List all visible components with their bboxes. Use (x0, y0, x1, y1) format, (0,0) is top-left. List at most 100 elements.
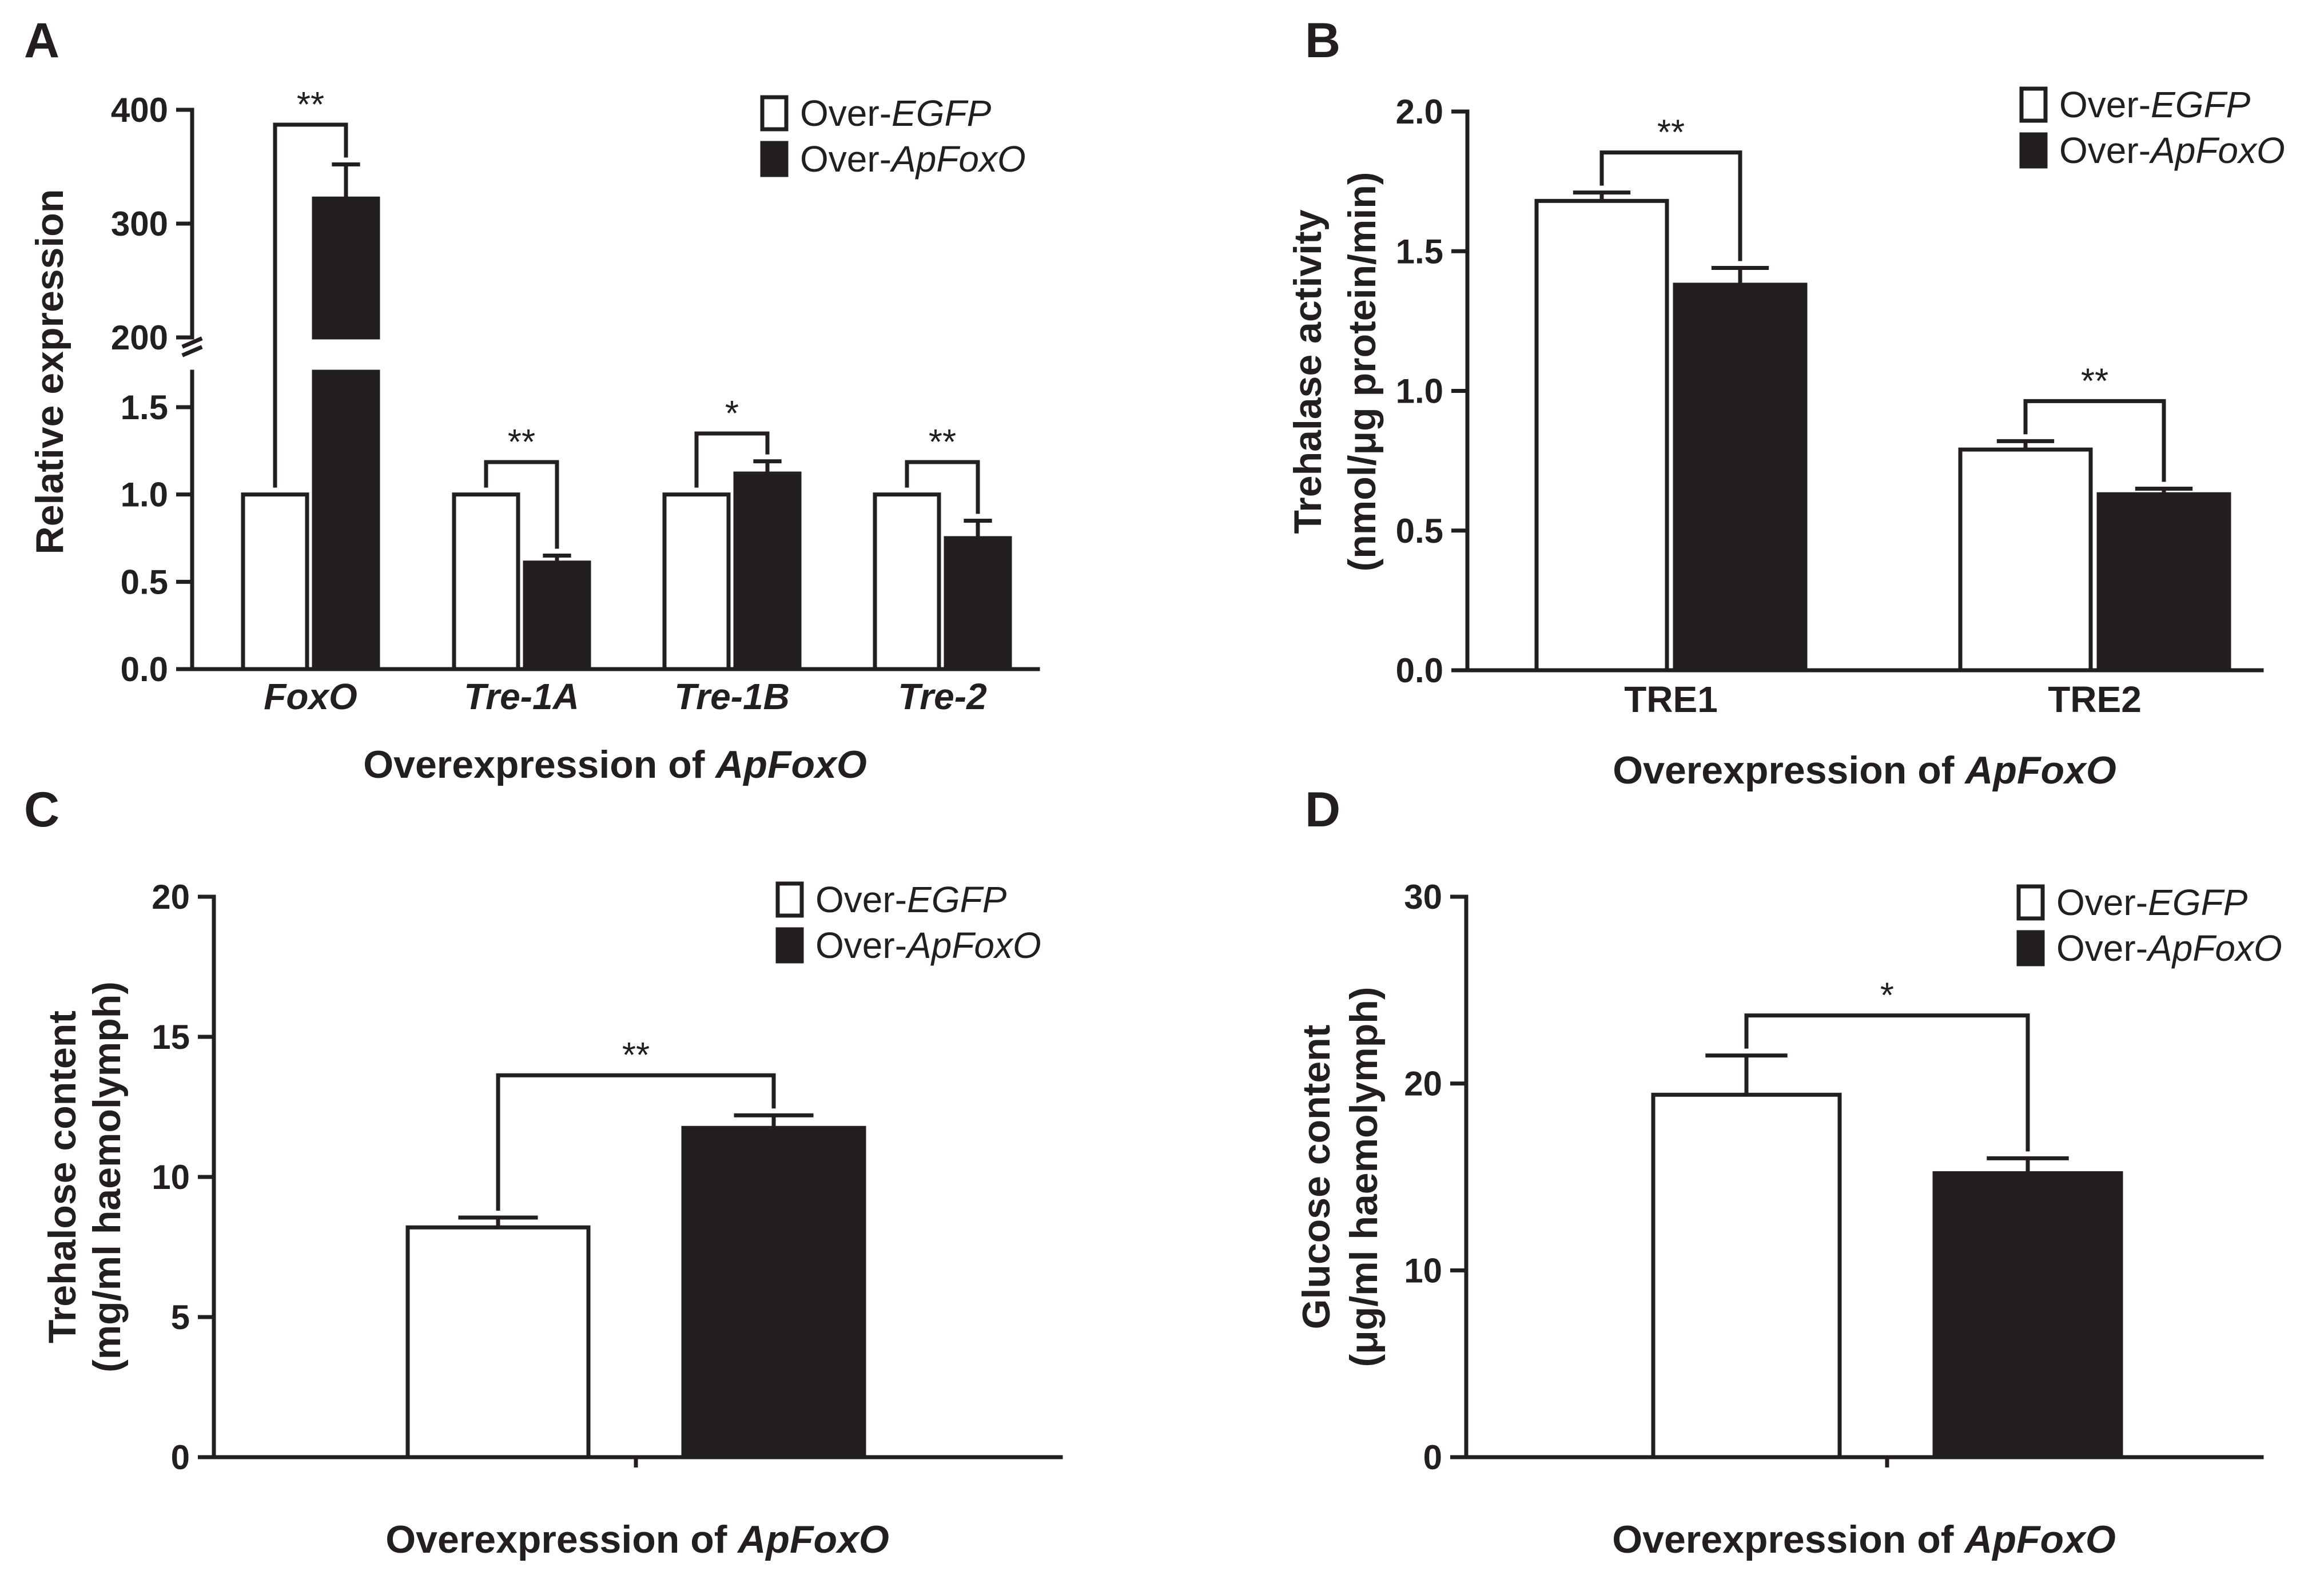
legend-entry: Over-EGFP (2059, 84, 2251, 125)
y-tick-label: 1.0 (1396, 372, 1443, 411)
y-tick-label: 1.0 (121, 476, 168, 514)
x-tick-label: Tre-2 (898, 676, 986, 717)
bar-EGFP (1958, 447, 2093, 673)
significance-bracket (694, 431, 770, 488)
legend-entry: Over-EGFP (2056, 882, 2248, 923)
y-axis-title-line1: Trehalase activity (1286, 209, 1330, 534)
legend-swatch (775, 927, 804, 964)
bar-ApFoxO (681, 1125, 866, 1459)
y-axis-title-line1: Trehalose content (41, 1011, 84, 1343)
y-axis-title-line2: (μg/ml haemolymph) (1342, 987, 1386, 1367)
bar-EGFP (405, 1225, 591, 1459)
panel-D: D 0 10 20 30 Glucose content (μg/ml haemolymph… (1295, 782, 2282, 1561)
legend-entry: Over-EGFP (815, 879, 1007, 920)
y-tick-label: 5 (171, 1298, 190, 1337)
y-axis-title: Trehalose content (mg/ml haemolymph) (41, 981, 129, 1373)
significance-bracket (1599, 150, 1742, 261)
y-axis-title-line1: Glucose content (1295, 1025, 1338, 1330)
significance-label: ** (297, 85, 324, 125)
legend-entry: Over-EGFP (800, 93, 992, 134)
y-tick-label: 300 (111, 205, 168, 243)
significance-bracket (905, 460, 980, 514)
bar-EGFP (662, 492, 731, 671)
bar-ApFoxO (1673, 283, 1808, 673)
x-axis-title: Overexpression of ApFoxO (385, 1518, 889, 1561)
y-axis-title: Glucose content (μg/ml haemolymph) (1295, 987, 1386, 1367)
bar-ApFoxO (733, 471, 802, 671)
legend-swatch (775, 881, 804, 918)
bar-EGFP (873, 492, 941, 671)
y-tick-label: 0.0 (1396, 651, 1443, 690)
panel-A: A 0.0 0.5 1.0 1.5 200 300 400 Relative expressio… (24, 13, 1040, 786)
bar-EGFP (452, 492, 520, 671)
bar-ApFoxO (1932, 1171, 2123, 1459)
y-axis-title-line1: Relative expression (28, 189, 71, 555)
y-axis-title-line2: (nmol/μg protein/min) (1340, 172, 1384, 572)
significance-bracket (273, 122, 348, 488)
y-tick-label: 10 (152, 1158, 190, 1196)
panel-B: B 0.0 0.5 1.0 1.5 2.0 Trehalase activity (nmol/… (1286, 13, 2285, 792)
legend-entry: Over-ApFoxO (2059, 130, 2285, 171)
y-tick-label: 10 (1404, 1251, 1442, 1290)
y-tick-label: 0.5 (1396, 512, 1443, 550)
x-tick-label: TRE2 (2048, 679, 2142, 720)
bar-ApFoxO (944, 536, 1012, 671)
legend-entry: Over-ApFoxO (800, 138, 1026, 180)
panel-letter: C (24, 782, 59, 837)
significance-label: ** (2081, 361, 2108, 401)
y-tick-label: 20 (1404, 1065, 1442, 1103)
bar-break-gap (311, 340, 381, 369)
y-tick-label: 2.0 (1396, 93, 1443, 131)
y-tick-label: 20 (152, 878, 190, 916)
panel-letter: D (1305, 782, 1340, 837)
bar-ApFoxO (312, 369, 380, 671)
significance-bracket (496, 1073, 776, 1211)
bar-EGFP (1651, 1092, 1842, 1459)
significance-label: * (725, 394, 739, 433)
y-tick-label: 0 (1423, 1438, 1442, 1477)
legend-swatch (2016, 884, 2045, 921)
y-tick-label: 1.5 (1396, 232, 1443, 271)
x-tick-label: TRE1 (1624, 679, 1718, 720)
significance-bracket (2023, 399, 2166, 482)
legend-entry: Over-ApFoxO (815, 925, 1041, 966)
y-axis-title-line2: (mg/ml haemolymph) (85, 981, 129, 1373)
significance-label: ** (929, 423, 956, 462)
axis-break-mark (181, 345, 203, 357)
y-tick-label: 1.5 (121, 388, 168, 427)
legend-swatch (760, 141, 789, 177)
significance-label: ** (1657, 113, 1685, 153)
panel-letter: B (1305, 13, 1340, 68)
significance-label: * (1880, 976, 1894, 1016)
significance-label: ** (622, 1036, 650, 1075)
y-tick-label: 200 (111, 319, 168, 357)
y-tick-label: 400 (111, 91, 168, 129)
significance-label: ** (508, 423, 535, 462)
significance-bracket (1744, 1013, 2030, 1152)
legend-swatch (2019, 132, 2048, 169)
y-tick-label: 0 (171, 1438, 190, 1477)
legend-swatch (2016, 930, 2045, 966)
panel-C: C 0 5 10 15 20 Trehalose content (mg/ml haemoly… (24, 782, 1063, 1561)
legend-swatch (760, 95, 789, 132)
x-axis-title: Overexpression of ApFoxO (363, 743, 866, 786)
x-axis-title: Overexpression of ApFoxO (1612, 1518, 2115, 1561)
y-tick-label: 0.0 (121, 650, 168, 689)
significance-bracket (484, 460, 559, 549)
legend-swatch (2019, 86, 2048, 123)
x-tick-label: Tre-1A (464, 676, 579, 717)
axis-break-mark (181, 336, 203, 349)
legend-entry: Over-ApFoxO (2056, 928, 2282, 969)
x-tick-label: FoxO (264, 676, 357, 717)
x-tick-label: Tre-1B (674, 676, 790, 717)
bar-ApFoxO (523, 560, 591, 671)
bar-EGFP (241, 492, 309, 671)
panel-letter: A (24, 13, 59, 68)
y-tick-label: 0.5 (121, 563, 168, 601)
y-tick-label: 30 (1404, 878, 1442, 916)
y-axis-title: Relative expression (28, 189, 71, 555)
bar-ApFoxO (2096, 492, 2231, 673)
x-axis-title: Overexpression of ApFoxO (1613, 749, 2116, 792)
bar-EGFP (1534, 198, 1669, 673)
